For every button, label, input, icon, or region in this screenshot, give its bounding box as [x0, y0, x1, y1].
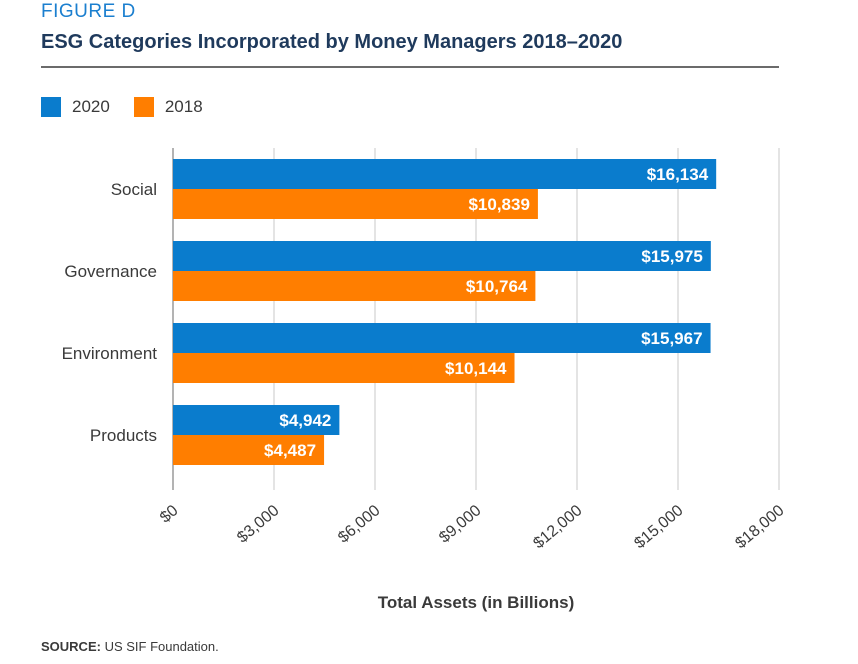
- data-label: $4,942: [279, 411, 331, 430]
- bar-2020: [173, 159, 717, 189]
- x-tick-label: $3,000: [234, 502, 282, 547]
- legend-label-2020: 2020: [72, 97, 110, 116]
- chart-title: ESG Categories Incorporated by Money Man…: [41, 31, 623, 53]
- legend-swatch-2020: [41, 97, 61, 117]
- figure-label: FIGURE D: [41, 1, 136, 22]
- x-axis-title: Total Assets (in Billions): [378, 593, 574, 612]
- category-label: Products: [90, 426, 157, 445]
- data-label: $15,967: [641, 329, 702, 348]
- legend-item-2020: 2020: [41, 97, 110, 117]
- bar-2018: [173, 271, 536, 301]
- data-label: $10,764: [466, 277, 528, 296]
- bar-2018: [173, 435, 325, 465]
- source-text: US SIF Foundation.: [100, 639, 219, 654]
- chart-legend: 2020 2018: [41, 97, 227, 117]
- x-tick-label: $0: [157, 502, 182, 527]
- x-tick-label: $15,000: [631, 502, 686, 552]
- bar-2020: [173, 241, 711, 271]
- category-label: Social: [111, 180, 157, 199]
- category-label: Environment: [62, 344, 158, 363]
- source-note: SOURCE: US SIF Foundation.: [41, 639, 219, 654]
- legend-item-2018: 2018: [133, 97, 203, 117]
- bar-2018: [173, 353, 515, 383]
- data-label: $16,134: [647, 165, 709, 184]
- data-label: $15,975: [641, 247, 702, 266]
- category-label: Governance: [64, 262, 157, 281]
- bar-2018: [173, 189, 538, 219]
- x-tick-label: $6,000: [335, 502, 383, 547]
- data-label: $4,487: [264, 441, 316, 460]
- legend-label-2018: 2018: [164, 97, 203, 116]
- x-tick-label: $18,000: [732, 502, 787, 552]
- legend-swatch-2018: [133, 97, 154, 117]
- source-label: SOURCE:: [41, 639, 101, 654]
- x-tick-label: $9,000: [436, 502, 484, 547]
- data-label: $10,144: [445, 359, 507, 378]
- title-divider: [41, 66, 779, 68]
- bar-2020: [173, 323, 711, 353]
- x-tick-label: $12,000: [530, 502, 585, 552]
- bar-2020: [173, 405, 340, 435]
- data-label: $10,839: [468, 195, 529, 214]
